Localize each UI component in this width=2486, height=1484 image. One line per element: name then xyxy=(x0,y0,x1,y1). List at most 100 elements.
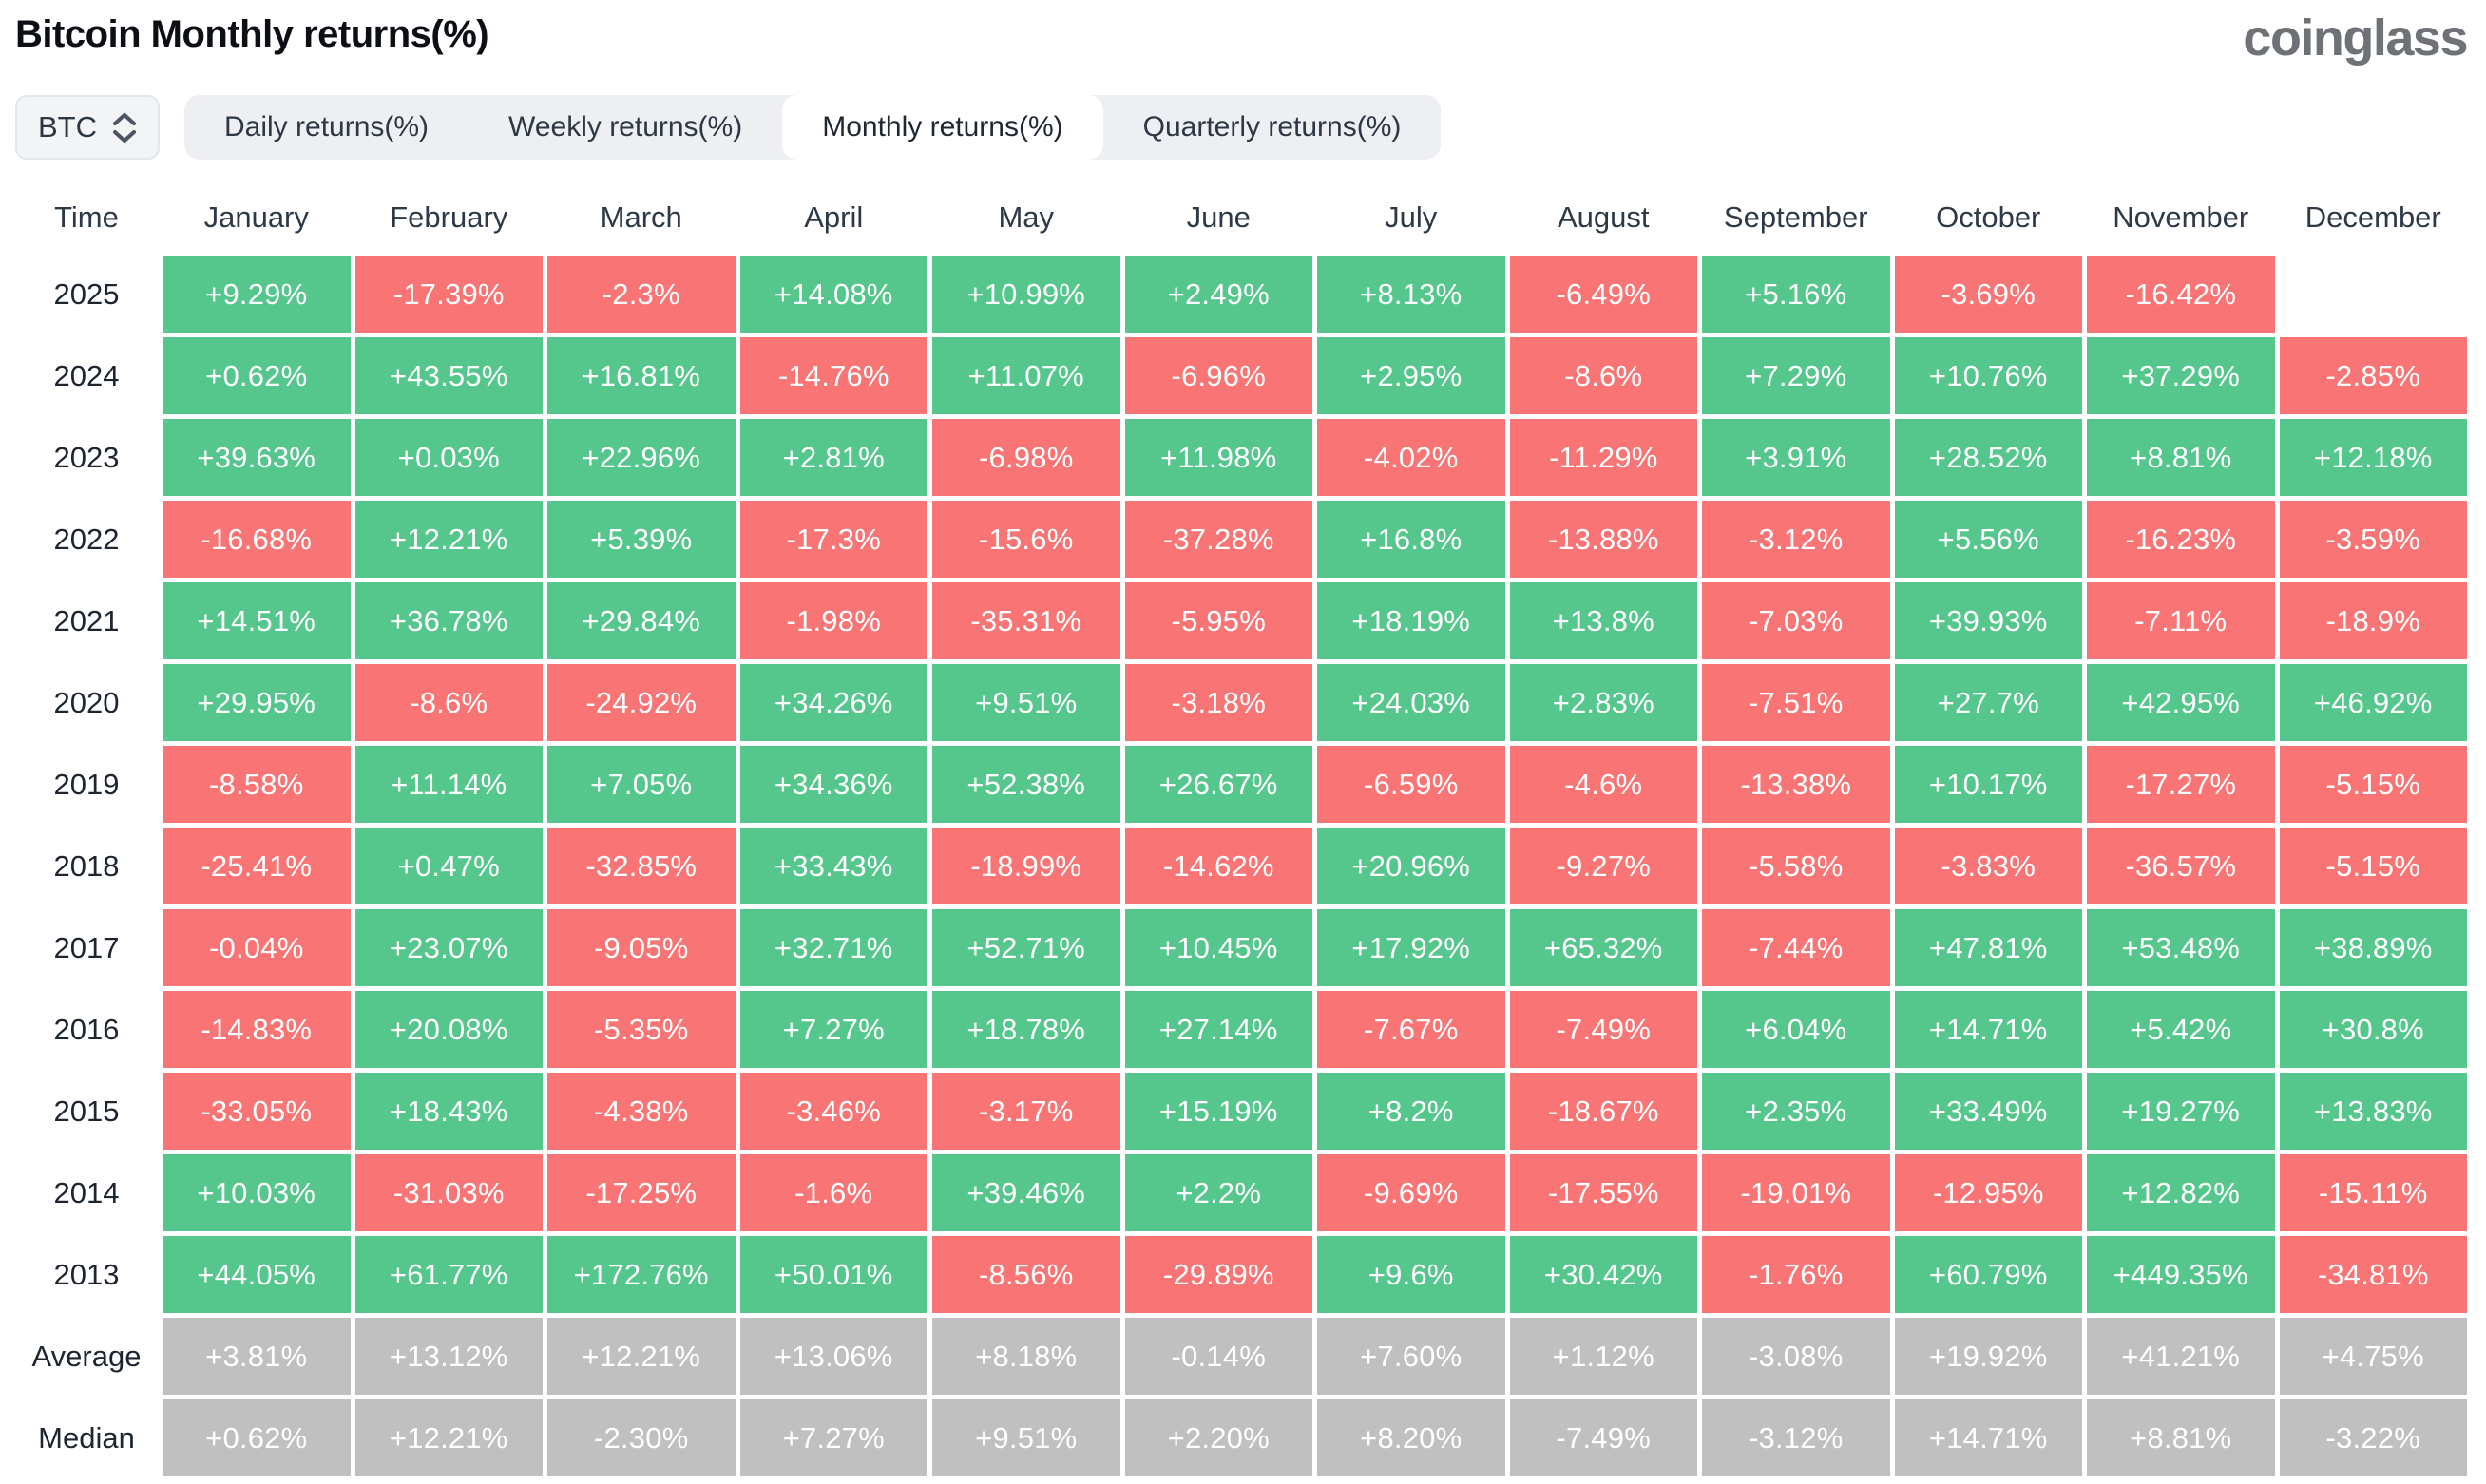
empty-cell xyxy=(2280,256,2468,333)
return-cell: +34.36% xyxy=(739,746,927,823)
return-cell: +17.92% xyxy=(1317,909,1505,986)
return-cell: -25.41% xyxy=(163,828,351,904)
return-cell: +7.60% xyxy=(1317,1318,1505,1395)
row-label-2020: 2020 xyxy=(53,685,120,719)
symbol-select-value: BTC xyxy=(38,110,97,143)
month-column-header: September xyxy=(1723,200,1868,234)
return-cell: +8.81% xyxy=(2087,1399,2275,1476)
return-cell: -1.6% xyxy=(739,1154,927,1231)
return-cell: +32.71% xyxy=(739,909,927,986)
return-cell: +34.26% xyxy=(739,664,927,741)
return-cell: -17.3% xyxy=(739,501,927,578)
return-cell: -4.02% xyxy=(1317,419,1505,496)
return-cell: +10.76% xyxy=(1894,337,2082,414)
return-cell: +12.21% xyxy=(354,1399,543,1476)
return-cell: +39.46% xyxy=(932,1154,1120,1231)
return-cell: +14.51% xyxy=(163,582,351,659)
return-cell: +65.32% xyxy=(1509,909,1697,986)
return-cell: -7.49% xyxy=(1509,991,1697,1068)
return-cell: +30.42% xyxy=(1509,1236,1697,1313)
return-cell: +27.7% xyxy=(1894,664,2082,741)
return-cell: -2.30% xyxy=(547,1399,736,1476)
time-column-header: Time xyxy=(54,200,119,234)
return-cell: +36.78% xyxy=(354,582,543,659)
row-label-2024: 2024 xyxy=(53,358,120,392)
row-label-average: Average xyxy=(31,1339,142,1373)
return-cell: +38.89% xyxy=(2279,909,2467,986)
return-cell: +7.05% xyxy=(547,746,736,823)
row-label-2015: 2015 xyxy=(53,1094,120,1128)
row-label-2021: 2021 xyxy=(53,603,120,637)
return-cell: +50.01% xyxy=(739,1236,927,1313)
tab-quarterly-returns[interactable]: Quarterly returns(%) xyxy=(1103,95,1442,160)
return-cell: -11.29% xyxy=(1509,419,1697,496)
return-cell: +18.43% xyxy=(354,1073,543,1150)
return-cell: -7.44% xyxy=(1702,909,1890,986)
return-cell: +30.8% xyxy=(2279,991,2467,1068)
return-cell: -12.95% xyxy=(1894,1154,2082,1231)
return-cell: +14.08% xyxy=(739,256,927,333)
return-cell: +8.2% xyxy=(1317,1073,1505,1150)
return-cell: +24.03% xyxy=(1317,664,1505,741)
row-label-2017: 2017 xyxy=(53,930,120,964)
return-cell: -17.39% xyxy=(354,256,543,333)
return-cell: +9.51% xyxy=(932,664,1120,741)
return-cell: +449.35% xyxy=(2087,1236,2275,1313)
return-cell: -3.59% xyxy=(2279,501,2467,578)
return-cell: +18.19% xyxy=(1317,582,1505,659)
return-cell: +27.14% xyxy=(1124,991,1312,1068)
return-cell: -32.85% xyxy=(547,828,736,904)
return-cell: -16.23% xyxy=(2087,501,2275,578)
return-cell: -5.15% xyxy=(2279,828,2467,904)
tab-monthly-returns[interactable]: Monthly returns(%) xyxy=(782,95,1103,160)
return-cell: -24.92% xyxy=(547,664,736,741)
return-cell: +20.08% xyxy=(354,991,543,1068)
return-cell: -16.42% xyxy=(2087,256,2275,333)
month-column-header: November xyxy=(2113,200,2249,234)
month-column-header: May xyxy=(998,200,1055,234)
month-column-header: December xyxy=(2304,200,2441,234)
return-cell: -4.38% xyxy=(547,1073,736,1150)
return-cell: +11.98% xyxy=(1124,419,1312,496)
return-cell: +20.96% xyxy=(1317,828,1505,904)
return-cell: -7.51% xyxy=(1702,664,1890,741)
return-cell: -6.96% xyxy=(1124,337,1312,414)
symbol-select[interactable]: BTC xyxy=(15,95,160,160)
return-cell: +0.47% xyxy=(354,828,543,904)
return-cell: -17.27% xyxy=(2087,746,2275,823)
return-cell: -3.12% xyxy=(1702,1399,1890,1476)
month-column-header: July xyxy=(1385,200,1438,234)
return-cell: -5.95% xyxy=(1124,582,1312,659)
return-cell: -7.67% xyxy=(1317,991,1505,1068)
controls-row: BTC Daily returns(%) Weekly returns(%) Mon… xyxy=(15,95,2467,160)
return-cell: -34.81% xyxy=(2279,1236,2467,1313)
return-cell: +172.76% xyxy=(547,1236,736,1313)
return-cell: +52.71% xyxy=(932,909,1120,986)
tab-daily-returns[interactable]: Daily returns(%) xyxy=(184,95,469,160)
return-cell: +9.6% xyxy=(1317,1236,1505,1313)
return-cell: -15.6% xyxy=(932,501,1120,578)
row-label-2022: 2022 xyxy=(53,522,120,556)
return-cell: -15.11% xyxy=(2279,1154,2467,1231)
return-cell: +18.78% xyxy=(932,991,1120,1068)
return-cell: -1.76% xyxy=(1702,1236,1890,1313)
return-cell: +5.56% xyxy=(1894,501,2082,578)
return-cell: -5.58% xyxy=(1702,828,1890,904)
monthly-returns-table: Time January February March April May June July… xyxy=(15,184,2467,1476)
return-cell: +12.21% xyxy=(547,1318,736,1395)
month-column-header: April xyxy=(804,200,864,234)
row-label-median: Median xyxy=(38,1420,135,1455)
return-cell: -8.6% xyxy=(1509,337,1697,414)
return-cell: +39.93% xyxy=(1894,582,2082,659)
tab-weekly-returns[interactable]: Weekly returns(%) xyxy=(469,95,782,160)
updown-chevron-icon xyxy=(112,112,137,143)
month-column-header: January xyxy=(203,200,309,234)
return-cell: +14.71% xyxy=(1894,1399,2082,1476)
return-cell: +29.84% xyxy=(547,582,736,659)
row-label-2013: 2013 xyxy=(53,1257,120,1291)
coinglass-logo: coinglass xyxy=(2243,10,2468,67)
return-cell: +2.35% xyxy=(1702,1073,1890,1150)
return-cell: +14.71% xyxy=(1894,991,2082,1068)
return-cell: +8.18% xyxy=(932,1318,1120,1395)
month-column-header: October xyxy=(1936,200,2041,234)
